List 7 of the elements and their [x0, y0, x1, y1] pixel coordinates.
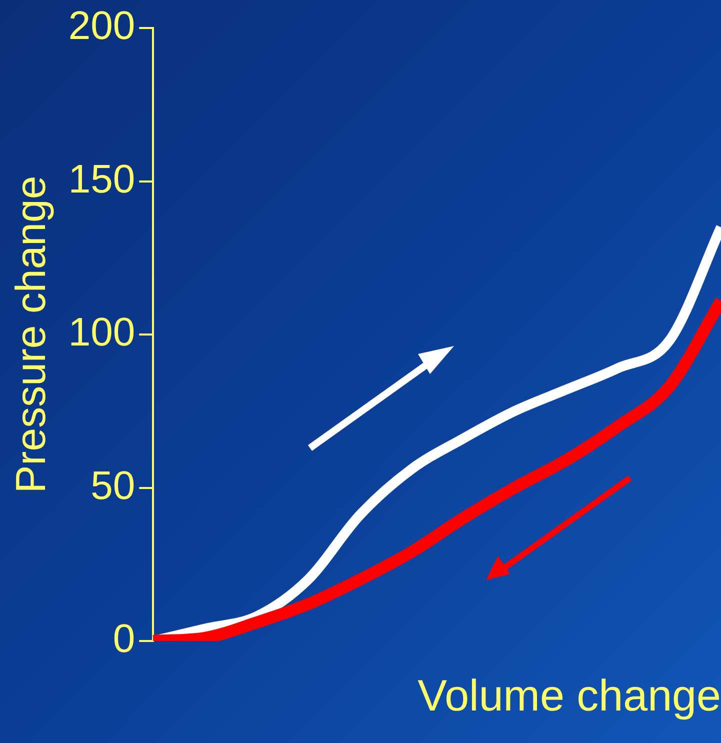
y-tick-label: 0: [112, 617, 136, 662]
y-tick-label: 100: [68, 310, 136, 355]
y-tick-label: 50: [90, 464, 136, 508]
y-tick-label: 200: [68, 4, 136, 48]
y-tick-label: 150: [68, 157, 136, 202]
y-axis-title: Pressure change: [6, 176, 54, 494]
x-axis-title: Volume change: [418, 672, 721, 721]
